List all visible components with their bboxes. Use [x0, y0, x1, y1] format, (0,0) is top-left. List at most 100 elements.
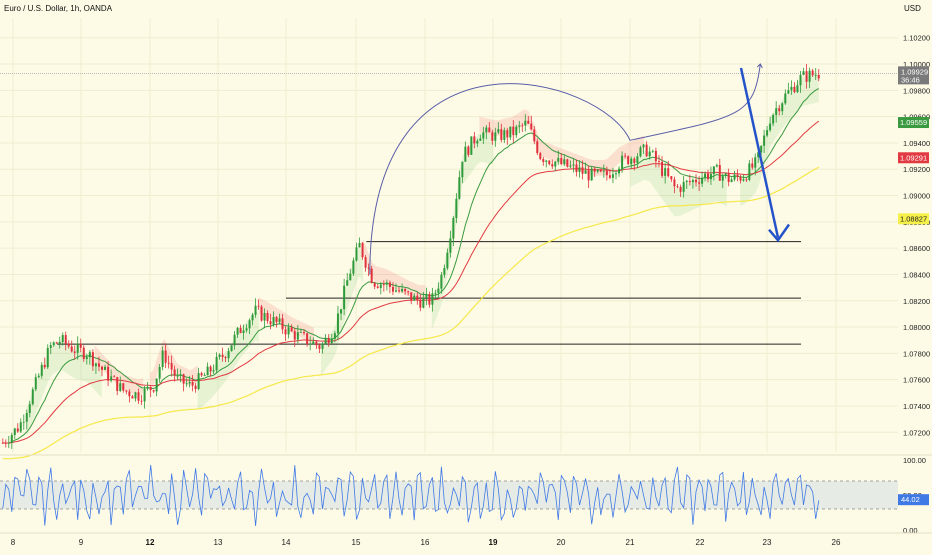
candle-body: [309, 343, 312, 345]
candle-body: [31, 389, 34, 405]
candle-body: [428, 294, 431, 305]
candle-body: [425, 294, 428, 298]
candle-body: [790, 86, 793, 91]
candle-body: [449, 238, 452, 253]
candle-body: [642, 144, 645, 148]
drawings[interactable]: [369, 63, 791, 275]
price-tick: 1.09400: [903, 139, 930, 148]
support-levels[interactable]: [0, 73, 898, 345]
current-price-tag: [898, 66, 929, 85]
candle-body: [110, 376, 113, 381]
candle-body: [500, 129, 503, 140]
candle-body: [64, 335, 67, 344]
candle-body: [91, 352, 94, 367]
candle-body: [557, 157, 560, 162]
candle-body: [176, 375, 179, 377]
candles: [1, 63, 820, 450]
candle-body: [509, 126, 512, 138]
candle-body: [545, 160, 548, 162]
candle-body: [158, 366, 161, 379]
candle-body: [458, 177, 461, 199]
candle-body: [10, 435, 13, 443]
time-tick: 9: [79, 538, 84, 547]
candle-body: [614, 173, 617, 175]
candle-body: [575, 164, 578, 172]
price-axis[interactable]: 1.102001.100001.098001.096001.094001.092…: [898, 34, 930, 535]
candle-body: [355, 247, 358, 261]
candle-body: [303, 332, 306, 334]
candle-body: [97, 363, 100, 367]
candle-body: [37, 375, 40, 378]
candle-body: [275, 317, 278, 322]
candle-body: [46, 347, 49, 368]
candle-body: [611, 174, 614, 178]
candle-body: [58, 342, 61, 344]
ema-slow-value: 1.08827: [900, 214, 927, 223]
candle-body: [343, 285, 346, 310]
candle-body: [811, 70, 814, 76]
candle-body: [661, 161, 664, 176]
candle-body: [49, 345, 52, 348]
candle-body: [376, 286, 379, 288]
candle-body: [572, 164, 575, 166]
candle-body: [578, 167, 581, 172]
time-tick: 23: [763, 538, 772, 547]
candle-body: [709, 174, 712, 180]
candle-body: [676, 186, 679, 188]
candle-body: [488, 127, 491, 133]
candle-body: [479, 138, 482, 141]
candle-body: [751, 163, 754, 168]
candle-body: [560, 157, 563, 165]
candle-body: [691, 179, 694, 183]
candle-body: [88, 352, 91, 358]
candle-body: [581, 167, 584, 174]
candle-body: [407, 291, 410, 293]
candle-body: [101, 366, 104, 370]
time-axis[interactable]: 8 9 12 13 14 15 16 19 20 21 22 23 26: [0, 532, 932, 547]
candle-body: [730, 179, 733, 182]
candle-body: [16, 428, 19, 432]
candle-body: [299, 332, 302, 333]
candle-body: [155, 378, 158, 392]
candle-body: [82, 347, 85, 360]
candle-body: [85, 357, 88, 360]
candle-body: [802, 71, 805, 75]
candle-body: [333, 333, 336, 339]
candle-body: [364, 257, 367, 268]
candle-body: [808, 70, 811, 82]
candle-body: [590, 168, 593, 181]
candle-body: [321, 343, 324, 349]
candle-body: [221, 354, 224, 358]
candle-body: [724, 173, 727, 176]
candle-body: [548, 160, 551, 165]
candle-body: [373, 282, 376, 287]
candle-body: [706, 173, 709, 180]
candle-body: [149, 386, 152, 391]
candle-body: [446, 252, 449, 269]
candle-body: [94, 363, 97, 367]
candle-body: [278, 318, 281, 322]
time-tick: 19: [489, 538, 498, 547]
candle-body: [227, 351, 230, 359]
time-tick: 16: [421, 538, 430, 547]
candle-body: [315, 341, 318, 346]
candle-body: [527, 120, 530, 124]
candle-body: [533, 129, 536, 142]
candle-body: [497, 129, 500, 133]
candle-body: [624, 155, 627, 157]
candle-body: [391, 287, 394, 292]
candle-body: [778, 108, 781, 112]
candle-body: [542, 159, 545, 162]
candle-body: [440, 274, 443, 289]
time-tick: 26: [832, 538, 841, 547]
ema-slow-tag: [898, 213, 929, 225]
candle-body: [361, 243, 364, 258]
candle-body: [455, 198, 458, 219]
candle-body: [817, 75, 820, 79]
price-tick: 1.07400: [903, 402, 930, 411]
trend-zone: [740, 73, 819, 206]
candle-body: [269, 321, 272, 325]
candle-body: [296, 332, 299, 340]
candle-body: [346, 280, 349, 286]
